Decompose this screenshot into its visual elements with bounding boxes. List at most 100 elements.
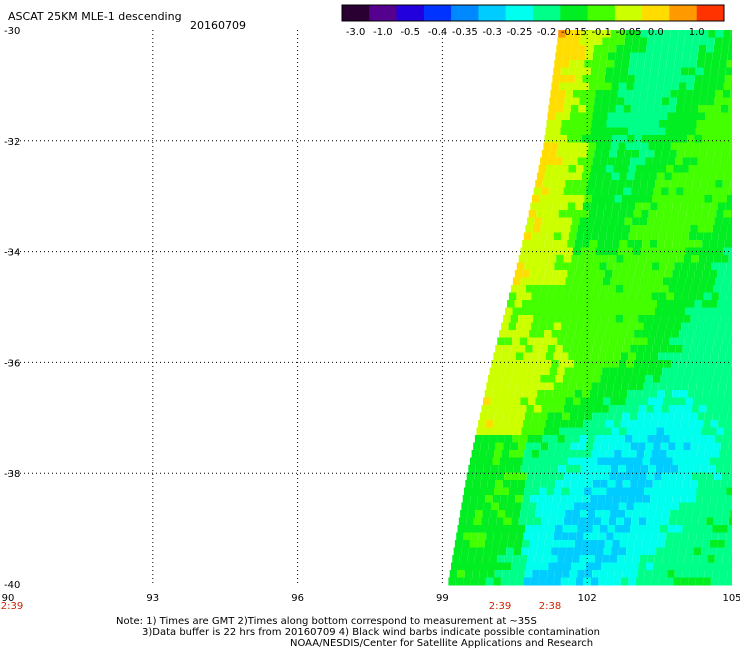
swath-cell [601, 187, 609, 196]
swath-cell [477, 540, 485, 548]
swath-cell [571, 405, 579, 413]
swath-cell [578, 315, 586, 323]
swath-cell [727, 480, 732, 488]
swath-cell [669, 150, 677, 158]
swath-cell [578, 562, 586, 571]
swath-cell [529, 270, 538, 278]
swath-cell [563, 405, 572, 413]
swath-cell [713, 187, 722, 196]
swath-cell [641, 330, 650, 338]
swath-cell [678, 465, 686, 473]
swath-cell [718, 127, 726, 136]
swath-cell [599, 570, 608, 578]
swath-cell [664, 270, 673, 278]
swath-cell [676, 517, 684, 526]
swath-cell [663, 547, 672, 556]
swath-cell [628, 232, 637, 241]
swath-cell [626, 360, 634, 368]
swath-cell [626, 172, 635, 181]
swath-cell [458, 562, 466, 571]
swath-cell [606, 322, 614, 331]
swath-cell [697, 52, 706, 61]
swath-cell [550, 180, 558, 188]
swath-cell [580, 465, 589, 473]
swath-cell [669, 337, 678, 346]
swath-cell [530, 420, 539, 428]
swath-cell [578, 187, 587, 196]
swath-cell [647, 555, 655, 563]
swath-cell [698, 285, 706, 293]
swath-cell [579, 337, 588, 346]
swath-cell [625, 142, 634, 151]
swath-cell [612, 390, 620, 398]
swath-cell [705, 345, 713, 353]
swath-cell [604, 75, 613, 83]
swath-cell [659, 450, 667, 458]
swath-cell [660, 225, 668, 233]
swath-cell [524, 262, 532, 271]
swath-cell [672, 270, 680, 278]
swath-cell [600, 225, 608, 233]
swath-cell [715, 397, 723, 406]
swath-cell [704, 450, 712, 458]
swath-cell [552, 270, 560, 278]
swath-cell [525, 525, 533, 533]
swath-cell [552, 390, 560, 398]
swath-cell [575, 420, 584, 428]
swath-cell [604, 300, 612, 308]
swath-cell [522, 240, 530, 248]
swath-cell [650, 202, 658, 211]
colorbar-swatch [423, 5, 452, 21]
swath-cell [620, 127, 628, 136]
swath-cell [638, 405, 647, 413]
swath-cell [689, 450, 697, 458]
swath-cell [731, 502, 732, 511]
swath-cell [585, 345, 593, 353]
colorbar-swatch [478, 5, 507, 21]
swath-cell [622, 480, 631, 488]
swath-cell [491, 360, 499, 368]
swath-cell [510, 525, 518, 533]
swath-cell [573, 397, 581, 406]
swath-cell [728, 405, 732, 413]
swath-cell [494, 412, 503, 421]
swath-cell [638, 517, 647, 526]
swath-cell [661, 255, 669, 263]
swath-cell [629, 570, 638, 578]
swath-cell [586, 45, 594, 53]
swath-cell [577, 412, 585, 421]
swath-cell [606, 487, 614, 496]
swath-cell [479, 570, 488, 578]
swath-cell [605, 420, 614, 428]
swath-cell [553, 420, 561, 428]
swath-cell [696, 292, 704, 301]
swath-cell [595, 180, 603, 188]
swath-cell [495, 442, 504, 451]
swath-cell [688, 322, 697, 331]
swath-cell [592, 412, 600, 421]
swath-cell [672, 495, 681, 503]
swath-cell [587, 307, 595, 316]
swath-cell [520, 277, 528, 286]
swath-cell [728, 45, 732, 53]
swath-cell [561, 450, 570, 458]
swath-cell [581, 427, 589, 436]
swath-cell [505, 510, 513, 518]
swath-cell [610, 180, 618, 188]
swath-cell [595, 307, 603, 316]
swath-cell [650, 67, 659, 76]
swath-cell [652, 52, 661, 61]
swath-cell [633, 465, 641, 473]
swath-cell [695, 67, 704, 76]
swath-cell [502, 412, 510, 421]
swath-cell [638, 562, 646, 571]
swath-cell [517, 375, 526, 383]
swath-cell [691, 187, 699, 196]
swath-cell [568, 67, 576, 76]
swath-cell [701, 82, 709, 91]
swath-cell [649, 270, 658, 278]
swath-cell [463, 577, 471, 586]
swath-cell [678, 502, 687, 511]
swath-cell [598, 292, 607, 301]
swath-cell [714, 97, 722, 106]
